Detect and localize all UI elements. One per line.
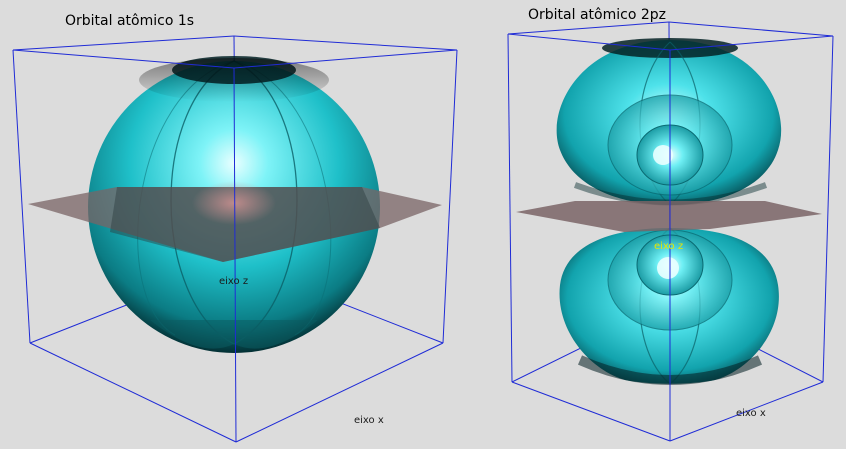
- panel-2pz-title: Orbital atômico 2pz: [528, 7, 666, 23]
- panel-2pz-axis-x-label: eixo x: [736, 408, 766, 419]
- panel-1s-axis-z-label: eixo z: [219, 276, 248, 287]
- bounding-box-front: [12, 49, 458, 443]
- panel-1s: Orbital atômico 1s eixo z eixo x: [12, 13, 458, 443]
- orbital-2pz-upper-lobe: [556, 38, 782, 206]
- bounding-box-front: [507, 33, 834, 442]
- xy-plane: [516, 201, 822, 232]
- panel-1s-axis-x-label: eixo x: [354, 415, 384, 426]
- panel-1s-title: Orbital atômico 1s: [65, 13, 194, 29]
- panel-2pz-axis-z-label: eixo z: [654, 241, 683, 252]
- panel-2pz: Orbital atômico 2pz eixo z eixo x: [507, 7, 834, 442]
